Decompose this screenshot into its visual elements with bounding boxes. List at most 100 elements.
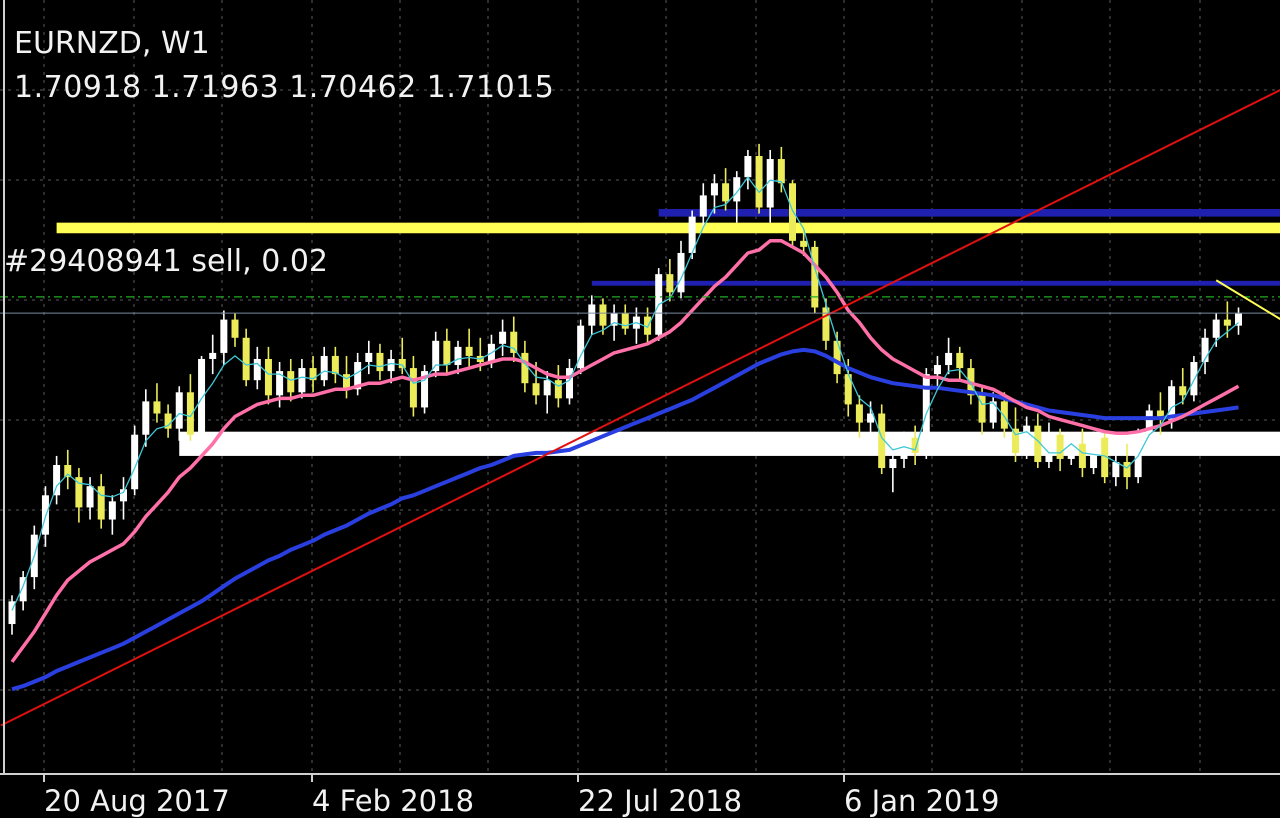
candle-body bbox=[733, 177, 741, 202]
candle-body bbox=[1101, 437, 1109, 478]
candle-body bbox=[800, 240, 808, 247]
candle-body bbox=[1190, 362, 1198, 396]
candle-body bbox=[532, 383, 540, 396]
candle-body bbox=[454, 346, 462, 366]
candle-body bbox=[198, 358, 206, 435]
candle-body bbox=[710, 183, 718, 196]
candle-body bbox=[131, 434, 139, 490]
red-trendline bbox=[0, 89, 1280, 727]
candle-body bbox=[465, 346, 473, 356]
candle-body bbox=[621, 313, 629, 329]
zone-white-support bbox=[179, 431, 1280, 456]
candle-body bbox=[543, 380, 551, 396]
candle-body bbox=[108, 501, 116, 520]
candle-body bbox=[1090, 437, 1098, 469]
candle-body bbox=[1235, 313, 1242, 326]
candle-body bbox=[8, 601, 16, 625]
candle-body bbox=[644, 316, 652, 335]
candle-body bbox=[1123, 461, 1131, 478]
candle-body bbox=[599, 304, 607, 326]
ma-slow-line bbox=[11, 347, 1239, 692]
candle-body bbox=[777, 159, 785, 184]
candle-body bbox=[1012, 428, 1019, 453]
candle-body bbox=[209, 352, 217, 359]
x-tick-label: 4 Feb 2018 bbox=[312, 784, 475, 818]
candle-body bbox=[343, 374, 350, 390]
zone-blue-top bbox=[658, 209, 1280, 217]
candle-body bbox=[1067, 443, 1075, 459]
candle-body bbox=[554, 380, 562, 399]
candle-body bbox=[933, 365, 941, 375]
candle-body bbox=[354, 362, 362, 390]
candle-body bbox=[722, 183, 730, 202]
candle-body bbox=[766, 159, 774, 208]
candle-body bbox=[811, 246, 819, 308]
candle-body bbox=[978, 395, 986, 423]
candle-body bbox=[755, 156, 763, 208]
candle-body bbox=[242, 337, 250, 381]
candle-body bbox=[855, 404, 863, 423]
order-label[interactable]: #29408941 sell, 0.02 bbox=[4, 244, 328, 279]
candle-body bbox=[320, 355, 328, 381]
candle-body bbox=[287, 371, 295, 393]
candle-body bbox=[97, 486, 105, 520]
chart-axis bbox=[0, 0, 1280, 782]
candle-body bbox=[521, 352, 529, 384]
candle-body bbox=[688, 216, 696, 253]
candle-body bbox=[1034, 425, 1042, 462]
moving-averages bbox=[10, 176, 1240, 692]
candle-body bbox=[64, 465, 72, 478]
candle-body bbox=[699, 195, 707, 217]
candle-body bbox=[956, 352, 964, 369]
candle-body bbox=[1212, 319, 1220, 338]
candlesticks bbox=[8, 143, 1242, 635]
candle-body bbox=[1156, 410, 1164, 420]
candle-body bbox=[989, 401, 997, 423]
candle-body bbox=[220, 319, 228, 353]
candle-body bbox=[432, 340, 440, 372]
candle-body bbox=[588, 304, 596, 326]
candle-body bbox=[666, 274, 674, 293]
candle-body bbox=[510, 331, 518, 353]
candle-body bbox=[253, 358, 261, 381]
candle-body bbox=[365, 352, 373, 363]
candle-body bbox=[867, 413, 875, 423]
candle-body bbox=[1179, 386, 1187, 396]
candle-body bbox=[833, 340, 841, 375]
yellow-diagonal-line bbox=[1215, 279, 1280, 321]
candle-body bbox=[231, 319, 239, 338]
candle-body bbox=[1223, 319, 1231, 326]
chart-grid bbox=[0, 0, 1280, 774]
x-tick-label: 20 Aug 2017 bbox=[44, 784, 230, 818]
candle-body bbox=[376, 352, 384, 372]
candle-body bbox=[443, 340, 451, 366]
candle-body bbox=[889, 458, 897, 469]
candle-body bbox=[331, 355, 339, 375]
candle-body bbox=[175, 392, 183, 429]
ma-mid-line bbox=[10, 239, 1240, 663]
trend-lines bbox=[0, 89, 1280, 727]
x-tick-label: 6 Jan 2019 bbox=[844, 784, 1000, 818]
candle-body bbox=[298, 368, 306, 393]
candle-body bbox=[86, 486, 94, 508]
candle-body bbox=[610, 313, 618, 326]
candle-body bbox=[186, 392, 194, 435]
candle-body bbox=[822, 307, 830, 341]
ohlc-readout: 1.70918 1.71963 1.70462 1.71015 bbox=[14, 70, 555, 105]
candle-body bbox=[900, 437, 908, 459]
candle-body bbox=[789, 183, 796, 241]
candle-body bbox=[1168, 386, 1176, 420]
x-tick-label: 22 Jul 2018 bbox=[578, 784, 743, 818]
candle-body bbox=[264, 358, 272, 396]
candle-body bbox=[409, 368, 417, 408]
ma-fast-line bbox=[11, 176, 1239, 611]
candle-body bbox=[566, 368, 573, 399]
zone-yellow-resistance bbox=[56, 222, 1280, 234]
candle-body bbox=[1056, 434, 1064, 459]
candle-body bbox=[276, 371, 284, 396]
candle-body bbox=[878, 413, 886, 469]
candle-body bbox=[1201, 337, 1209, 363]
candle-body bbox=[1134, 440, 1142, 478]
candle-body bbox=[387, 358, 395, 372]
